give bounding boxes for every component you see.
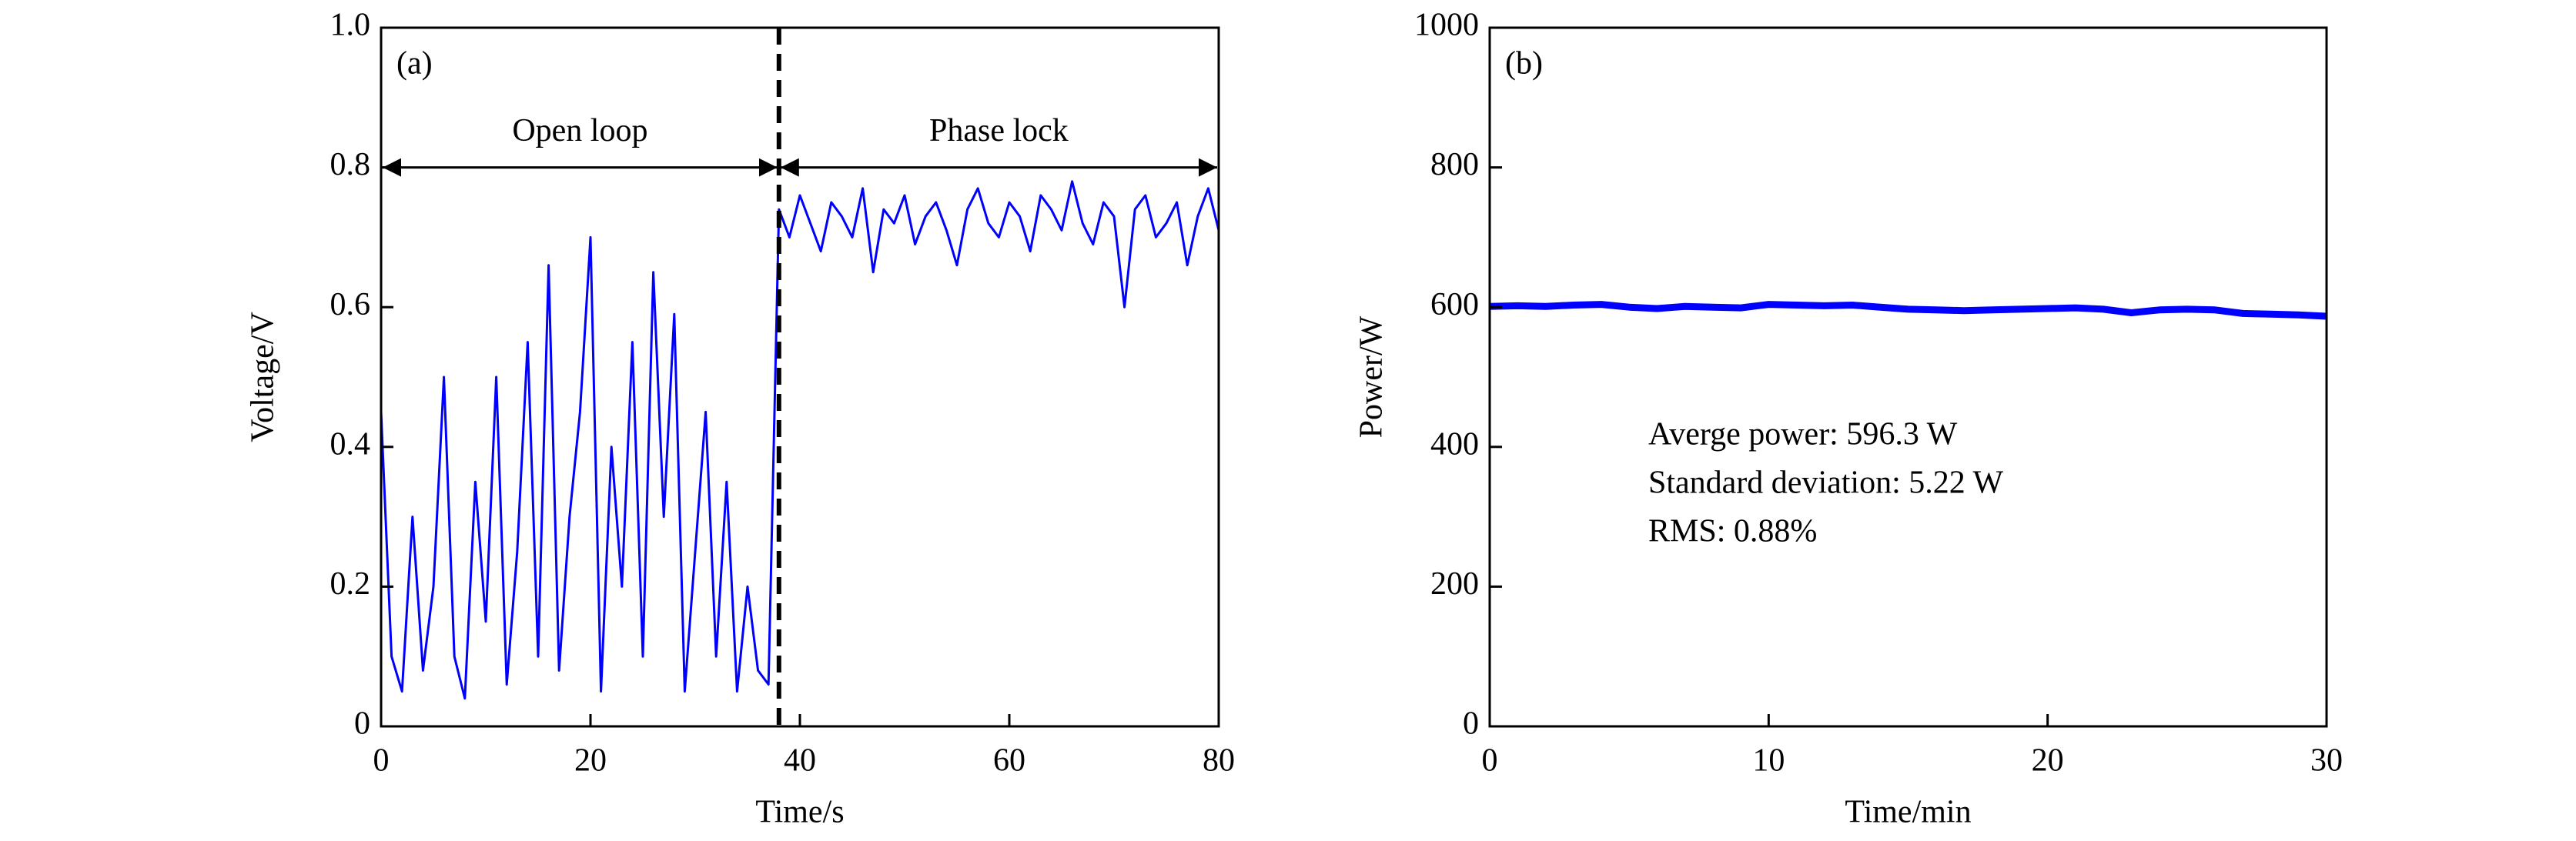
y-tick-label: 0.2 <box>330 566 371 602</box>
x-tick-label: 0 <box>373 743 390 779</box>
region-label: Open loop <box>512 113 647 149</box>
x-tick-label: 10 <box>1752 743 1785 779</box>
annotation: Standard deviation: 5.22 W <box>1648 466 2003 501</box>
y-axis-label: Power/W <box>1354 315 1390 438</box>
data-line <box>1489 301 2327 320</box>
plot-frame <box>380 26 1220 728</box>
region-label: Phase lock <box>929 113 1069 149</box>
y-tick-label: 200 <box>1430 566 1479 602</box>
x-tick-label: 80 <box>1203 743 1235 779</box>
y-tick-label: 0.8 <box>330 147 371 182</box>
y-tick-label: 400 <box>1430 426 1479 462</box>
x-tick-label: 40 <box>784 743 816 779</box>
y-tick-label: 1000 <box>1414 8 1479 43</box>
y-tick-label: 1.0 <box>330 8 371 43</box>
x-tick-label: 60 <box>993 743 1025 779</box>
y-tick-label: 0 <box>354 706 370 742</box>
y-tick-label: 800 <box>1430 147 1479 182</box>
x-tick-label: 20 <box>574 743 607 779</box>
y-tick-label: 0 <box>1463 706 1479 742</box>
y-tick-label: 0.4 <box>330 426 371 462</box>
x-tick-label: 0 <box>1482 743 1498 779</box>
panel-label: (b) <box>1505 46 1543 82</box>
annotation: RMS: 0.88% <box>1648 514 1817 549</box>
annotation: Averge power: 596.3 W <box>1648 417 1958 452</box>
y-axis-label: Voltage/V <box>246 312 281 442</box>
x-axis-label: Time/min <box>1845 795 1971 830</box>
x-tick-label: 30 <box>2310 743 2343 779</box>
x-tick-label: 20 <box>2032 743 2064 779</box>
panel-label: (a) <box>396 46 433 82</box>
data-line <box>380 180 1220 700</box>
plot-frame <box>1488 26 2328 728</box>
y-tick-label: 600 <box>1430 287 1479 322</box>
y-tick-label: 0.6 <box>330 287 371 322</box>
x-axis-label: Time/s <box>755 795 844 830</box>
